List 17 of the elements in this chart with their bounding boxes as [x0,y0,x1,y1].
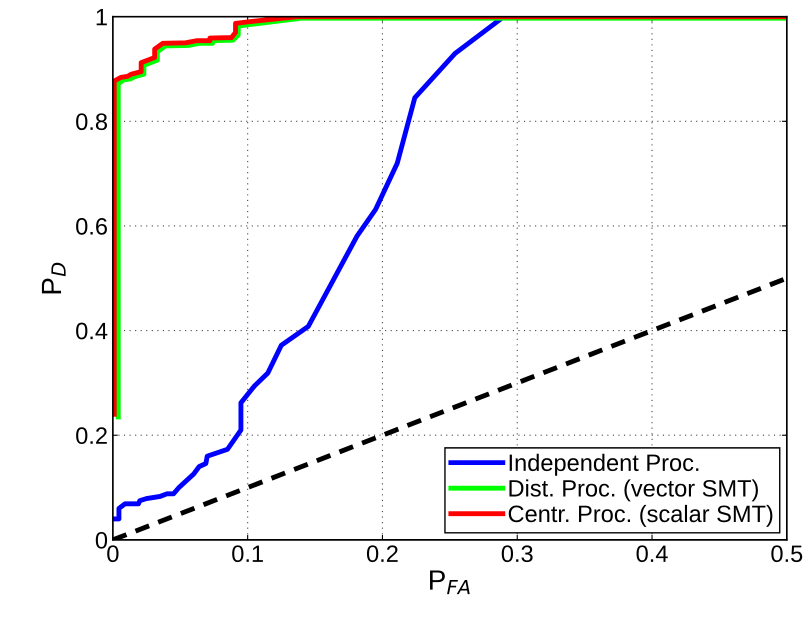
x-tick-label: 0 [107,545,119,562]
legend-label: Centr. Proc. (scalar SMT) [508,504,772,527]
x-tick-label: 0.5 [771,545,802,562]
y-tick-label: 0.4 [76,322,108,340]
y-tick-label: 0.8 [76,113,107,130]
y-tick-label: 0.6 [76,218,107,235]
legend-label: Dist. Proc. (vector SMT) [509,479,758,502]
y-axis-title: P$_{D}$ [42,262,66,294]
x-tick-label: 0.3 [502,545,533,562]
x-tick-label: 0.2 [366,545,398,562]
x-tick-label: 0.4 [636,545,668,562]
y-tick-label: 1 [96,8,107,26]
y-tick-label: 0 [96,532,108,549]
legend-label: Independent Proc. [510,454,698,476]
x-axis-title: P$_{FA}$ [430,570,470,594]
x-tick-label: 0.1 [232,545,263,562]
y-tick-label: 0.2 [76,427,107,444]
